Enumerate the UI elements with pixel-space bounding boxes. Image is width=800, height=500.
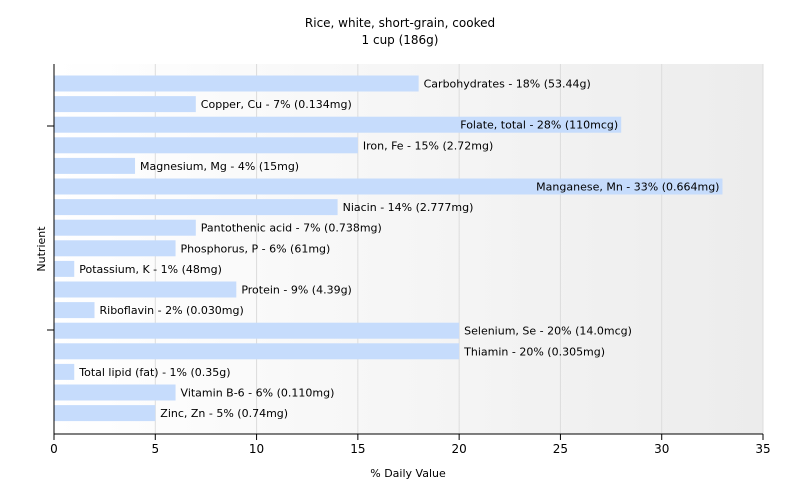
bar-label: Selenium, Se - 20% (14.0mcg) [464,325,632,338]
bar [54,116,622,133]
bar [54,199,338,216]
bar-label: Total lipid (fat) - 1% (0.35g) [78,366,230,379]
bar-label: Niacin - 14% (2.777mg) [343,201,474,214]
bar-label: Zinc, Zn - 5% (0.74mg) [160,407,288,420]
bar-label: Folate, total - 28% (110mcg) [460,119,618,132]
bar [54,302,95,319]
x-tick-label: 25 [553,442,568,456]
bar [54,322,460,339]
x-tick-label: 15 [350,442,365,456]
x-tick-label: 10 [249,442,264,456]
bar-label: Potassium, K - 1% (48mg) [79,263,222,276]
chart-title: Rice, white, short-grain, cooked [305,16,495,30]
bar-label: Magnesium, Mg - 4% (15mg) [140,160,299,173]
x-tick-label: 20 [452,442,467,456]
x-tick-label: 0 [50,442,58,456]
bar-label: Phosphorus, P - 6% (61mg) [181,242,331,255]
y-axis-label: Nutrient [35,226,48,272]
bar [54,178,723,195]
x-axis-label: % Daily Value [370,467,446,480]
bar-label: Copper, Cu - 7% (0.134mg) [201,98,352,111]
bar-label: Manganese, Mn - 33% (0.664mg) [536,181,719,194]
bar [54,281,237,298]
bars: Carbohydrates - 18% (53.44g) Copper, Cu -… [54,75,723,422]
bar [54,96,196,113]
bar-label: Pantothenic acid - 7% (0.738mg) [201,222,382,235]
bar-label: Carbohydrates - 18% (53.44g) [424,78,591,91]
bar [54,137,358,154]
bar [54,260,75,277]
bar-label: Vitamin B-6 - 6% (0.110mg) [181,387,335,400]
x-tick-label: 35 [755,442,770,456]
bar [54,405,156,422]
bar-label: Protein - 9% (4.39g) [241,284,352,297]
axes [47,64,763,435]
bar [54,240,176,257]
bar [54,363,75,380]
bar [54,157,136,174]
x-tick-label: 5 [151,442,159,456]
x-ticks: 0 5 10 15 20 25 30 35 [50,434,771,456]
bar-label: Thiamin - 20% (0.305mg) [463,345,605,358]
bar [54,384,176,401]
bar-label: Riboflavin - 2% (0.030mg) [100,304,244,317]
chart-subtitle: 1 cup (186g) [362,33,439,47]
bar [54,219,196,236]
bar [54,75,419,92]
bar [54,343,460,360]
x-tick-label: 30 [654,442,669,456]
bar-label: Iron, Fe - 15% (2.72mg) [363,139,493,152]
